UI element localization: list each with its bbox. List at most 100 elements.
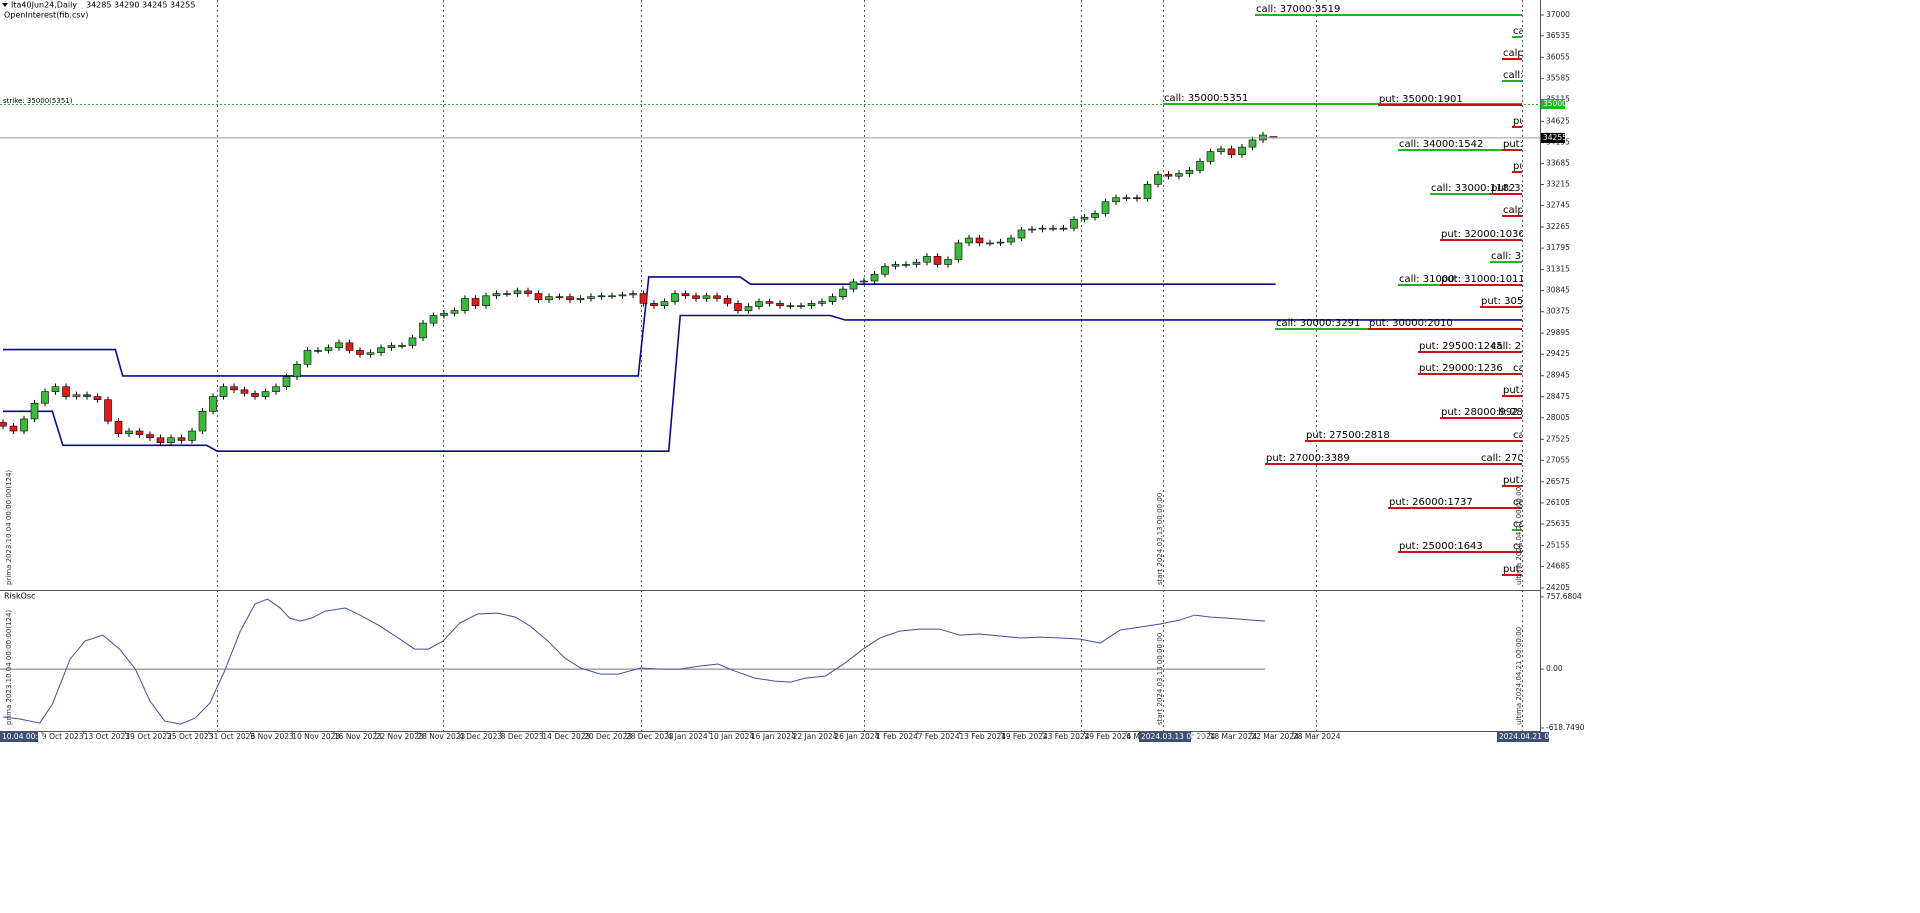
osc-line: [2, 598, 1266, 725]
cursor-badge-bg: [1139, 732, 1191, 742]
candle-body: [167, 437, 175, 443]
candle-body: [1017, 229, 1026, 239]
candle-body: [912, 261, 921, 265]
y-tick-label: 29895: [1546, 328, 1570, 337]
x-tick-label: 10 Nov 2023: [292, 732, 340, 741]
x-tick-label: 9 Oct 2023: [42, 732, 84, 741]
candle-body: [1007, 237, 1015, 243]
candle-body: [0, 422, 7, 427]
candle-body: [1185, 170, 1194, 174]
x-tick-label: 12 Mar 2024: [1168, 732, 1216, 741]
option-label: calput: 360: [1503, 48, 1560, 59]
option-label: put: 30000:2010: [1369, 318, 1453, 329]
y-tick-label: 28945: [1546, 371, 1570, 380]
candle-body: [597, 295, 606, 298]
collapse-arrow[interactable]: [2, 3, 8, 7]
candle-body: [177, 437, 186, 441]
option-label: calput: 325: [1503, 205, 1560, 216]
option-label: call: 30000:3291: [1276, 318, 1360, 329]
y-tick-label: 25635: [1546, 519, 1570, 528]
y-tick-label: 25155: [1546, 540, 1570, 549]
y-tick-label: 24205: [1546, 583, 1570, 592]
x-tick-label: 28 Mar 2024: [1293, 732, 1341, 741]
x-tick-label: 16 Nov 2023: [334, 732, 382, 741]
candle-body: [408, 337, 417, 346]
candle-body: [251, 393, 259, 397]
osc-tick-label: 757.6804: [1546, 592, 1582, 601]
option-label: call: 29500:27: [1491, 341, 1563, 352]
y-tick-label: 36055: [1546, 52, 1570, 61]
x-tick-label: 18 Mar 2024: [1210, 732, 1258, 741]
candle-body: [870, 273, 879, 282]
osc-tick-label: -618.7490: [1546, 723, 1585, 732]
candle-body: [1122, 197, 1131, 200]
candle-body: [282, 376, 291, 387]
option-label: put: 25000:1643: [1399, 541, 1483, 552]
candle-body: [765, 301, 774, 304]
x-tick-label: 23 Feb 2024: [1043, 732, 1090, 741]
option-label: put: 27500:2818: [1306, 430, 1390, 441]
candle-body: [881, 265, 889, 275]
x-tick-label: 19 Feb 2024: [1001, 732, 1048, 741]
y-tick-label: 33685: [1546, 158, 1570, 167]
y-tick-label: 24685: [1546, 561, 1570, 570]
y-tick-label: 37000: [1546, 10, 1570, 19]
candle-body: [818, 301, 826, 304]
x-tick-label: 1 Feb 2024: [876, 732, 918, 741]
candle-body: [1175, 173, 1183, 177]
candle-body: [828, 296, 837, 302]
x-tick-label: 10 Jan 2024: [709, 732, 754, 741]
candle-body: [1038, 227, 1047, 230]
candle-body: [608, 295, 616, 298]
y-tick-label: 30375: [1546, 307, 1570, 316]
band-line: [3, 314, 1522, 452]
option-label: call: 37000:3519: [1256, 4, 1340, 15]
option-label: call: 34000:1542: [1399, 139, 1483, 150]
x-tick-label: 22 Mar 2024: [1251, 732, 1299, 741]
x-tick-label: 25 Oct 2023: [167, 732, 214, 741]
candle-body: [1227, 148, 1236, 156]
candle-body: [429, 315, 438, 324]
option-label: call: 3put: 315: [1491, 251, 1563, 262]
cursor-badge: 2024.03.13 00:00: [1141, 732, 1208, 741]
candle-body: [576, 298, 585, 301]
option-label: put: 31000:1011: [1441, 274, 1525, 285]
candle-body: [1101, 201, 1110, 214]
candle-body: [135, 430, 144, 435]
strike-badge: 35000: [1543, 99, 1567, 108]
candle-body: [345, 342, 354, 351]
candle-body: [314, 350, 322, 352]
candle-body: [114, 420, 123, 435]
option-label: call: 275: [1513, 430, 1556, 441]
option-label: put: 26500: [1503, 475, 1558, 486]
candle-body: [20, 418, 28, 432]
option-label: ll: 28000:31: [1498, 407, 1558, 418]
option-label: call: 33000:1182: [1431, 183, 1515, 194]
price-plot: call: 37000:3519 call: 365 calput: 360 call…: [0, 4, 1563, 576]
candle-body: [807, 303, 816, 306]
cursor-badge-bg: [0, 732, 38, 742]
x-tick-label: 8 Dec 2023: [501, 732, 544, 741]
candle-body: [797, 305, 805, 307]
candle-body: [1217, 148, 1225, 152]
x-tick-label: 14 Dec 2023: [542, 732, 590, 741]
candle-body: [1080, 217, 1089, 220]
candle-body: [639, 293, 648, 304]
x-tick-label: 22 Jan 2024: [793, 732, 838, 741]
cursor-badge: 10.04 00:00: [2, 732, 48, 741]
candle-body: [629, 293, 637, 296]
candle-body: [902, 264, 910, 266]
y-tick-label: 28475: [1546, 392, 1570, 401]
candle-body: [1154, 174, 1162, 185]
x-tick-label: 13 Oct 2023: [84, 732, 131, 741]
option-label: put: 335: [1513, 161, 1555, 172]
candle-body: [9, 425, 18, 432]
x-tick-label: 4 Jan 2024: [668, 732, 708, 741]
candle-body: [755, 301, 763, 307]
osc-tick-label: 0.00: [1546, 664, 1563, 673]
candle-body: [188, 430, 196, 441]
y-tick-label: 35115: [1546, 94, 1570, 103]
option-label: put: 29000:1236: [1419, 363, 1503, 374]
candle-body: [839, 288, 847, 297]
option-label: call: 290: [1513, 363, 1556, 374]
